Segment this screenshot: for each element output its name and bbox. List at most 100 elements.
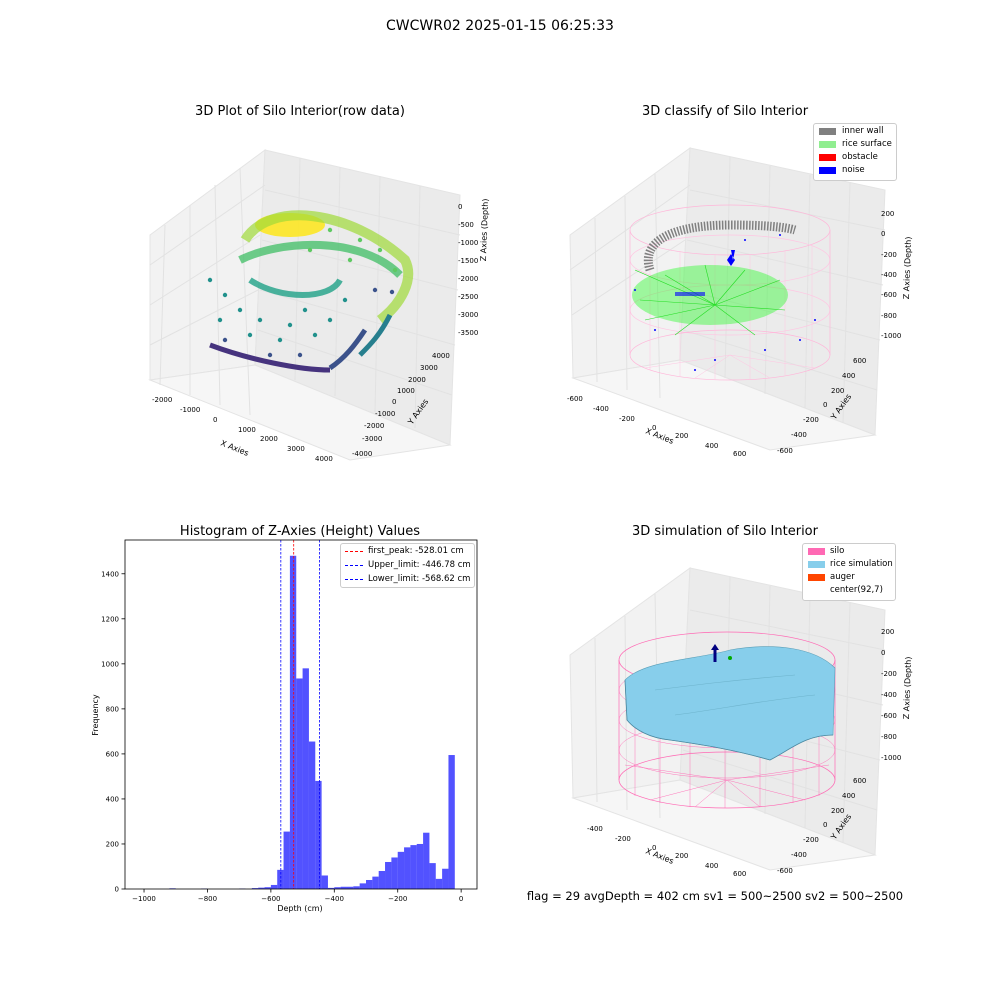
histogram-bar bbox=[277, 869, 284, 889]
sim-xtick: 200 bbox=[675, 852, 688, 860]
histogram-xticks: −1000 −800 −600 −400 −200 0 bbox=[132, 889, 463, 903]
histogram-bar bbox=[315, 780, 322, 889]
classify-ztick: 0 bbox=[881, 230, 885, 238]
histogram-bar bbox=[289, 555, 297, 889]
classify-ytick: 200 bbox=[831, 387, 844, 395]
histogram-bar bbox=[429, 863, 436, 889]
histogram-bar bbox=[308, 741, 316, 889]
classify-xtick: 400 bbox=[705, 442, 718, 450]
raw-ytick: 4000 bbox=[432, 352, 450, 360]
classify-xtick: -400 bbox=[593, 405, 609, 413]
raw-zlabel: Z Axies (Depth) bbox=[479, 198, 490, 261]
histogram-ytick-label: 1000 bbox=[101, 660, 119, 668]
legend-label: Upper_limit: -446.78 cm bbox=[368, 560, 471, 570]
classify-legend: inner wall rice surface obstacle noise bbox=[813, 123, 897, 181]
simulation-plot-title: 3D simulation of Silo Interior bbox=[632, 524, 818, 539]
histogram-bar bbox=[334, 887, 341, 889]
raw-ztick: -2500 bbox=[458, 293, 478, 301]
sim-ztick: -400 bbox=[881, 691, 897, 699]
simulation-auger-marker bbox=[711, 644, 732, 662]
legend-swatch-inner-wall bbox=[819, 128, 836, 135]
legend-label: rice simulation bbox=[830, 559, 893, 569]
histogram-xlabel: Depth (cm) bbox=[277, 904, 322, 913]
classify-noise-points bbox=[634, 234, 816, 371]
classify-ztick: -1000 bbox=[881, 332, 901, 340]
raw-xlabel: X Axies bbox=[219, 439, 250, 458]
histogram-reference-lines bbox=[280, 540, 320, 889]
histogram-xtick-label: −800 bbox=[198, 895, 217, 903]
simulation-rice-surface bbox=[624, 646, 836, 761]
raw-ytick: 0 bbox=[392, 398, 396, 406]
histogram-bar bbox=[378, 870, 386, 889]
histogram-ylabel: Frequency bbox=[91, 694, 100, 736]
raw-ztick: -2000 bbox=[458, 275, 478, 283]
raw-ytick: -4000 bbox=[352, 450, 372, 458]
raw-ztick: -3500 bbox=[458, 329, 478, 337]
raw-ytick: 2000 bbox=[408, 376, 426, 384]
histogram-bar bbox=[296, 678, 303, 889]
legend-swatch-center bbox=[808, 587, 825, 594]
histogram-bar bbox=[270, 884, 278, 889]
figure-title: CWCWR02 2025-01-15 06:25:33 bbox=[386, 18, 614, 34]
sim-ytick: 200 bbox=[831, 807, 844, 815]
classify-rice-surface-points bbox=[632, 264, 788, 336]
raw-xtick: 0 bbox=[213, 416, 217, 424]
histogram-bar bbox=[340, 886, 347, 889]
sim-xtick: -400 bbox=[587, 825, 603, 833]
histogram-ytick-label: 400 bbox=[106, 795, 119, 803]
status-info-text: flag = 29 avgDepth = 402 cm sv1 = 500~25… bbox=[526, 889, 904, 903]
histogram-bar bbox=[359, 883, 367, 889]
histogram-ytick-label: 800 bbox=[106, 705, 119, 713]
histogram-title: Histogram of Z-Axies (Height) Values bbox=[179, 524, 421, 539]
classify-ytick: -200 bbox=[803, 416, 819, 424]
legend-swatch-rice-simulation bbox=[808, 561, 825, 568]
sim-zlabel: Z Axies (Depth) bbox=[902, 656, 913, 719]
histogram-bar bbox=[442, 868, 449, 889]
sim-xtick: 600 bbox=[733, 870, 746, 878]
raw-xtick: 4000 bbox=[315, 455, 333, 463]
legend-line-upper-limit bbox=[345, 565, 363, 566]
histogram-xtick-label: −1000 bbox=[132, 895, 156, 903]
raw-xtick: 3000 bbox=[287, 445, 305, 453]
classify-xtick: 0 bbox=[652, 424, 656, 432]
sim-ytick: -200 bbox=[803, 836, 819, 844]
histogram-bar bbox=[435, 878, 443, 889]
histogram-xtick-label: −200 bbox=[388, 895, 407, 903]
classify-ytick: -400 bbox=[791, 431, 807, 439]
raw-plot-title: 3D Plot of Silo Interior(row data) bbox=[195, 104, 405, 119]
raw-xtick: 1000 bbox=[238, 426, 256, 434]
histogram-bar bbox=[448, 755, 455, 889]
classify-ytick: 400 bbox=[842, 372, 855, 380]
histogram-xtick-label: −600 bbox=[261, 895, 280, 903]
classify-ztick: -400 bbox=[881, 271, 897, 279]
raw-point-cloud bbox=[207, 210, 414, 373]
classify-zlabel: Z Axies (Depth) bbox=[902, 236, 913, 299]
classify-plot-title: 3D classify of Silo Interior bbox=[641, 104, 809, 119]
raw-ytick: -2000 bbox=[364, 422, 384, 430]
histogram-bars bbox=[169, 555, 455, 889]
simulation-3d-plot: -400 -200 0 200 400 600 600 400 200 0 -2… bbox=[569, 566, 913, 878]
sim-ytick: -400 bbox=[791, 851, 807, 859]
raw-ztick: -1500 bbox=[458, 257, 478, 265]
histogram-bar bbox=[346, 886, 354, 889]
classify-ztick: -800 bbox=[881, 312, 897, 320]
legend-swatch-noise bbox=[819, 167, 836, 174]
legend-swatch-silo bbox=[808, 548, 825, 555]
classify-xlabel: X Axies bbox=[644, 427, 675, 446]
histogram-bar bbox=[321, 875, 328, 889]
classify-ytick: 0 bbox=[823, 401, 827, 409]
histogram-bar bbox=[372, 876, 379, 889]
histogram-bar bbox=[264, 887, 271, 889]
histogram-yticks: 0 200 400 600 800 1000 1200 1400 bbox=[101, 570, 125, 894]
sim-ytick: 0 bbox=[823, 821, 827, 829]
classify-ytick: -600 bbox=[777, 447, 793, 455]
classify-ztick: 200 bbox=[881, 210, 894, 218]
legend-label: inner wall bbox=[842, 126, 884, 136]
raw-ytick: -3000 bbox=[362, 435, 382, 443]
raw-ztick: -3000 bbox=[458, 311, 478, 319]
sim-ytick: -600 bbox=[777, 867, 793, 875]
classify-ytick: 600 bbox=[853, 357, 866, 365]
histogram-bar bbox=[251, 888, 259, 889]
histogram-ytick-label: 600 bbox=[106, 750, 119, 758]
raw-xtick: 2000 bbox=[260, 435, 278, 443]
